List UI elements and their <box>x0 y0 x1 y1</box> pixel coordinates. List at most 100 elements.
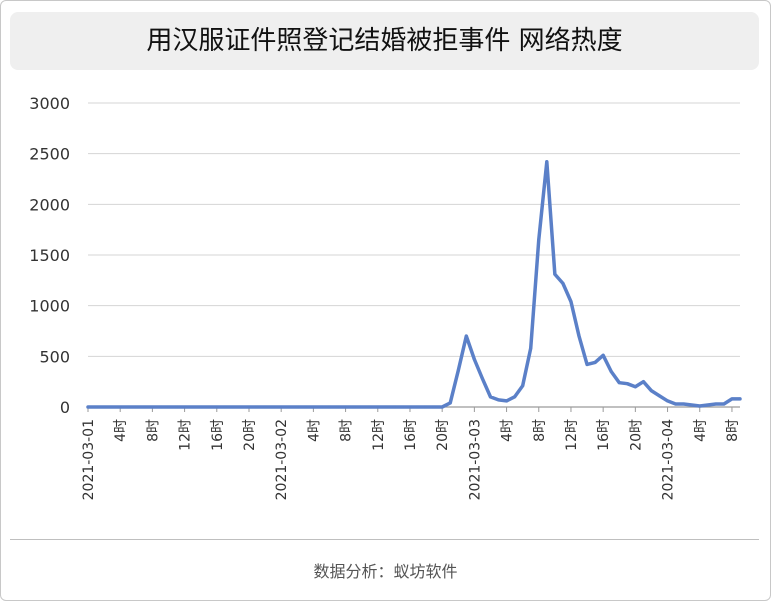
y-tick-label: 500 <box>39 347 70 366</box>
data-point <box>126 405 130 409</box>
footer-divider <box>10 539 759 540</box>
data-point <box>545 160 549 164</box>
series-line <box>86 160 742 409</box>
data-point <box>521 384 525 388</box>
x-tick-label: 4时 <box>306 419 322 442</box>
data-point <box>360 405 364 409</box>
data-point <box>690 403 694 407</box>
x-tick-label: 4时 <box>693 419 709 442</box>
data-point <box>134 405 138 409</box>
x-tick-label: 20时 <box>628 419 644 451</box>
data-point <box>472 357 476 361</box>
data-point <box>617 381 621 385</box>
data-point <box>497 398 501 402</box>
data-point <box>287 405 291 409</box>
x-tick-label: 12时 <box>178 419 194 451</box>
data-point <box>231 405 235 409</box>
y-tick-label: 1000 <box>29 297 70 316</box>
series-group <box>86 160 742 409</box>
y-tick-label: 3000 <box>29 94 70 113</box>
data-point <box>609 370 613 374</box>
x-tick-label: 8时 <box>145 419 161 442</box>
data-point <box>682 402 686 406</box>
x-tick-label: 16时 <box>210 419 226 451</box>
y-tick-label: 2500 <box>29 145 70 164</box>
data-point <box>649 389 653 393</box>
data-point <box>625 382 629 386</box>
data-point <box>553 272 557 276</box>
chart-title: 用汉服证件照登记结婚被拒事件 网络热度 <box>146 26 623 56</box>
data-source-note: 数据分析：蚁坊软件 <box>313 562 458 581</box>
data-point <box>706 403 710 407</box>
data-point <box>585 362 589 366</box>
grid-lines <box>88 102 740 408</box>
data-point <box>344 405 348 409</box>
data-point <box>207 405 211 409</box>
data-point <box>199 405 203 409</box>
data-point <box>191 405 195 409</box>
data-point <box>488 395 492 399</box>
data-point <box>416 405 420 409</box>
data-point <box>730 397 734 401</box>
data-point <box>295 405 299 409</box>
data-point <box>666 399 670 403</box>
data-point <box>641 380 645 384</box>
data-point <box>464 334 468 338</box>
data-point <box>158 405 162 409</box>
y-tick-label: 2000 <box>29 195 70 214</box>
data-point <box>239 405 243 409</box>
x-tick-label: 2021-03-02 <box>274 419 290 500</box>
data-point <box>400 405 404 409</box>
x-tick-label: 8时 <box>339 419 355 442</box>
data-point <box>263 405 267 409</box>
data-point <box>505 399 509 403</box>
data-point <box>215 405 219 409</box>
data-point <box>352 405 356 409</box>
x-tick-label: 16时 <box>596 419 612 451</box>
data-point <box>537 238 541 242</box>
title-bar: 用汉服证件照登记结婚被拒事件 网络热度 <box>10 12 759 70</box>
data-point <box>674 402 678 406</box>
data-point <box>102 405 106 409</box>
data-point <box>223 405 227 409</box>
x-tick-label: 8时 <box>532 419 548 442</box>
data-point <box>118 405 122 409</box>
data-point <box>311 405 315 409</box>
data-point <box>94 405 98 409</box>
x-axis-ticks: 2021-03-01 4时 8时 12时 16时 20时 2021-03-02 4时 8时 12时… <box>81 407 741 500</box>
data-point <box>271 405 275 409</box>
x-tick-label: 12时 <box>371 419 387 451</box>
data-point <box>480 377 484 381</box>
x-tick-label: 2021-03-01 <box>81 419 97 500</box>
y-axis-ticks: 0 500 1000 1500 2000 2500 3000 <box>29 94 70 417</box>
data-point <box>368 405 372 409</box>
x-tick-label: 12时 <box>564 419 580 451</box>
data-point <box>456 369 460 373</box>
data-point <box>593 360 597 364</box>
data-point <box>150 405 154 409</box>
data-point <box>432 405 436 409</box>
x-tick-label: 8时 <box>725 419 741 442</box>
data-point <box>658 394 662 398</box>
data-point <box>448 401 452 405</box>
data-point <box>142 405 146 409</box>
data-point <box>577 334 581 338</box>
x-tick-label: 4时 <box>113 419 129 442</box>
data-point <box>698 404 702 408</box>
data-point <box>279 405 283 409</box>
data-point <box>722 402 726 406</box>
x-tick-label: 16时 <box>403 419 419 451</box>
data-point <box>110 405 114 409</box>
data-point <box>86 405 90 409</box>
y-tick-label: 0 <box>60 398 70 417</box>
data-point <box>738 397 742 401</box>
x-tick-label: 20时 <box>435 419 451 451</box>
x-tick-label: 2021-03-04 <box>661 419 677 500</box>
data-point <box>529 346 533 350</box>
data-point <box>303 405 307 409</box>
data-point <box>319 405 323 409</box>
data-point <box>408 405 412 409</box>
data-point <box>633 385 637 389</box>
x-tick-label: 2021-03-03 <box>467 419 483 500</box>
